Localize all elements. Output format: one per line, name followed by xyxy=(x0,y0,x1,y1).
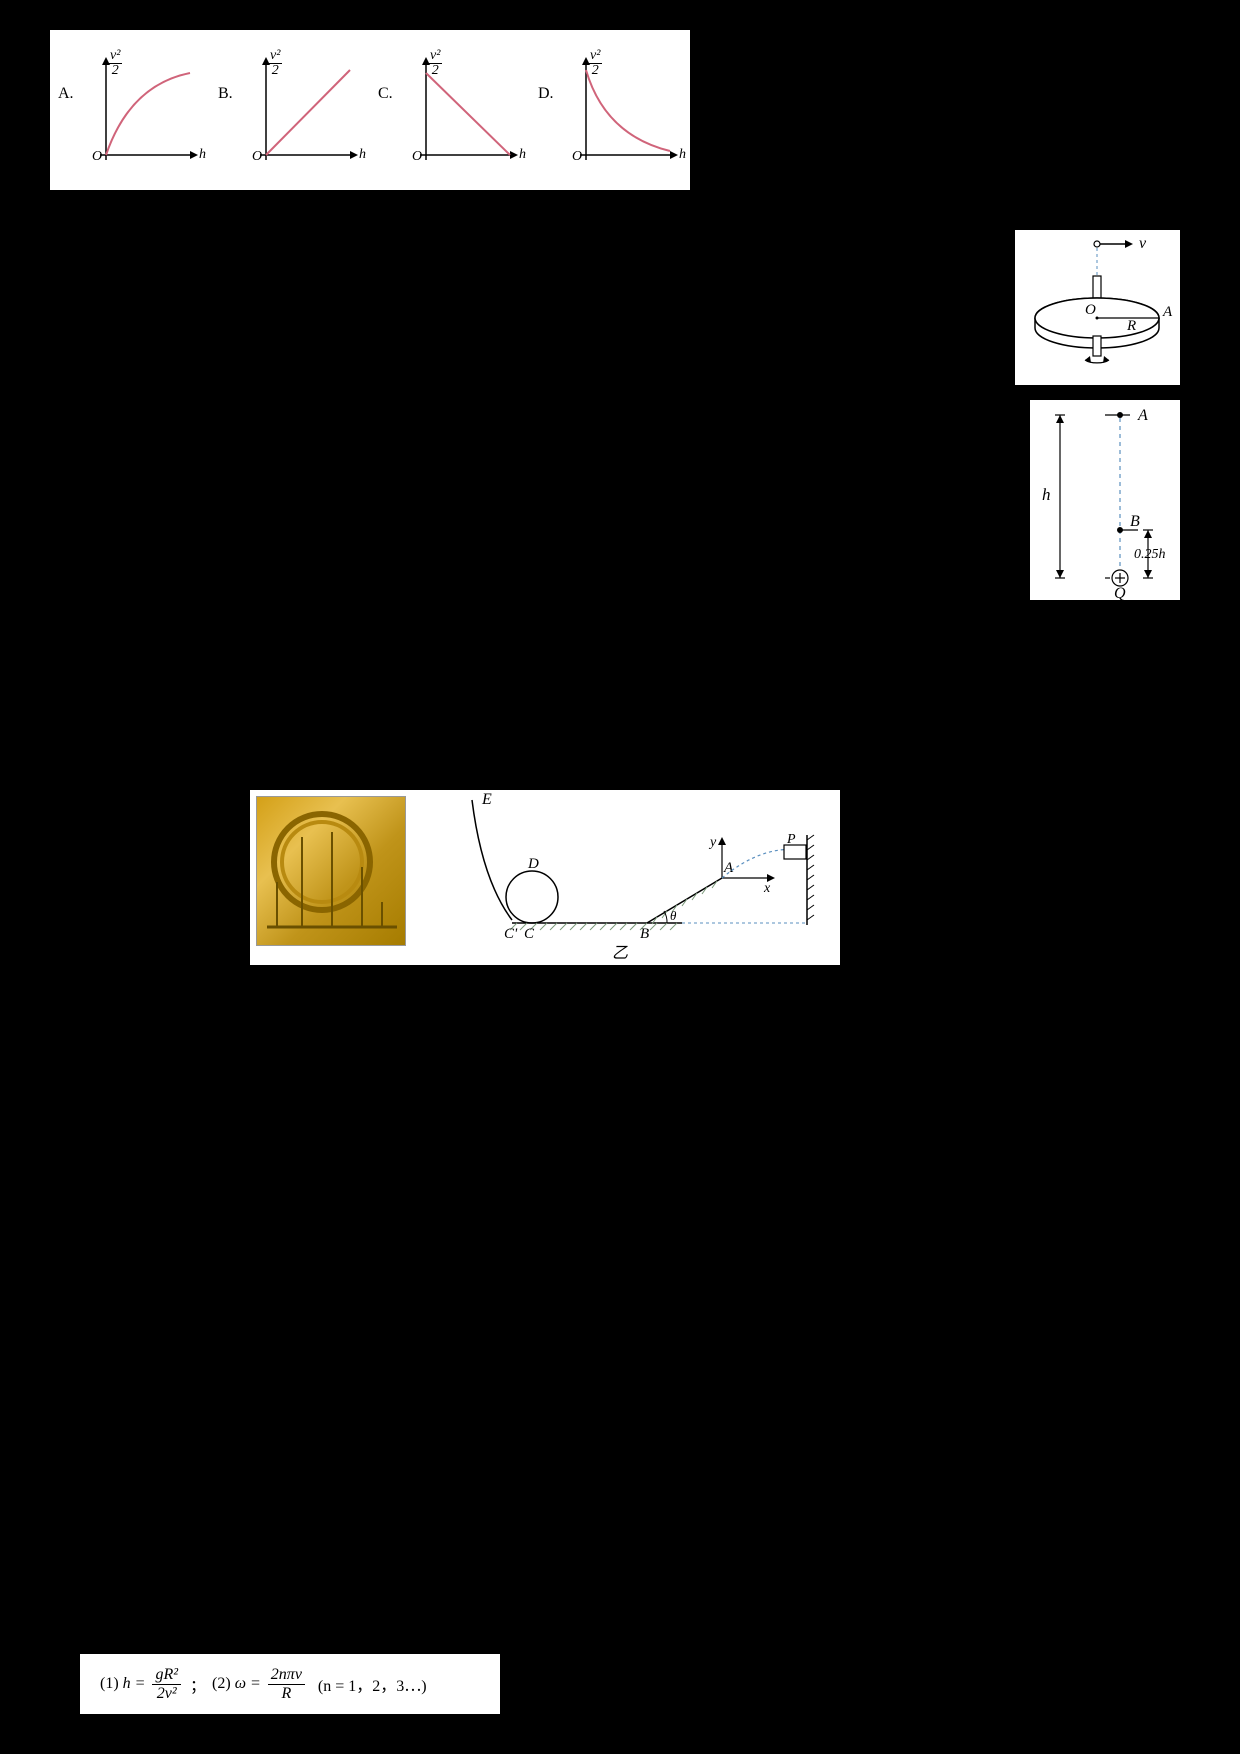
label-E: E xyxy=(481,791,492,808)
origin-label: O xyxy=(572,149,582,165)
choice-label: B. xyxy=(218,85,233,103)
height-label: h xyxy=(1042,485,1051,504)
part1-num: (1) xyxy=(100,1675,119,1693)
disk-figure: v O R A xyxy=(1015,230,1180,385)
label-P: P xyxy=(786,832,796,847)
rollercoaster-photo xyxy=(256,796,406,946)
track-diagram: E D C' C B xyxy=(412,790,840,965)
label-C1: C' xyxy=(504,926,518,942)
center-label: O xyxy=(1085,302,1096,318)
label-x: x xyxy=(763,881,771,896)
diagram-caption: 乙 xyxy=(612,945,628,962)
label-C2: C xyxy=(524,926,535,942)
graph-choices-row: A. v² 2 h O B. v² 2 xyxy=(50,30,690,190)
disk-svg: v O R A xyxy=(1015,230,1180,385)
photo-wrapper: 甲 xyxy=(250,790,412,965)
edge-label: A xyxy=(1162,304,1173,320)
graph-choice-d: D. v² 2 h O xyxy=(530,45,690,175)
origin-label: O xyxy=(92,149,102,165)
omega-equals: ω = xyxy=(235,1675,261,1693)
graph-b-box: v² 2 h O xyxy=(240,55,360,165)
radius-label: R xyxy=(1126,318,1136,334)
label-D: D xyxy=(527,856,539,872)
x-axis-label: h xyxy=(199,147,206,163)
y-axis-label: v² 2 xyxy=(268,49,282,78)
label-B: B xyxy=(640,926,649,942)
bottom-label: Q xyxy=(1114,585,1126,600)
frac2: 2nπv R xyxy=(268,1666,305,1702)
part2-num: (2) xyxy=(212,1675,231,1693)
y-axis-label: v² 2 xyxy=(428,49,442,78)
h-equals: h = xyxy=(123,1675,146,1693)
velocity-label: v xyxy=(1139,235,1147,252)
segment-label: 0.25h xyxy=(1134,547,1166,562)
graph-d-box: v² 2 h O xyxy=(560,55,680,165)
photo-caption: 甲 xyxy=(250,959,412,983)
graph-choice-c: C. v² 2 h O xyxy=(370,45,530,175)
mid-label: B xyxy=(1130,513,1140,530)
frac1: gR² 2v² xyxy=(152,1666,181,1702)
origin-label: O xyxy=(412,149,422,165)
choice-label: C. xyxy=(378,85,393,103)
top-label: A xyxy=(1137,407,1148,424)
label-theta: θ xyxy=(670,908,677,923)
graph-choice-a: A. v² 2 h O xyxy=(50,45,210,175)
choice-label: D. xyxy=(538,85,554,103)
label-y: y xyxy=(708,835,717,850)
graph-a-box: v² 2 h O xyxy=(80,55,200,165)
separator: ； xyxy=(190,1672,206,1696)
y-axis-label: v² 2 xyxy=(108,49,122,78)
answer-equation: (1) h = gR² 2v² ； (2) ω = 2nπv R (n = 1，… xyxy=(80,1654,500,1714)
rollercoaster-figure: 甲 E D C' C B xyxy=(250,790,840,965)
y-axis-label: v² 2 xyxy=(588,49,602,78)
x-axis-label: h xyxy=(519,147,526,163)
graph-choice-b: B. v² 2 h O xyxy=(210,45,370,175)
charge-svg: A h B 0.25h Q xyxy=(1030,400,1180,600)
condition: (n = 1，2，3⋯) xyxy=(318,1672,427,1696)
origin-label: O xyxy=(252,149,262,165)
charge-figure: A h B 0.25h Q xyxy=(1030,400,1180,600)
x-axis-label: h xyxy=(679,147,686,163)
choice-label: A. xyxy=(58,85,74,103)
graph-c-box: v² 2 h O xyxy=(400,55,520,165)
x-axis-label: h xyxy=(359,147,366,163)
